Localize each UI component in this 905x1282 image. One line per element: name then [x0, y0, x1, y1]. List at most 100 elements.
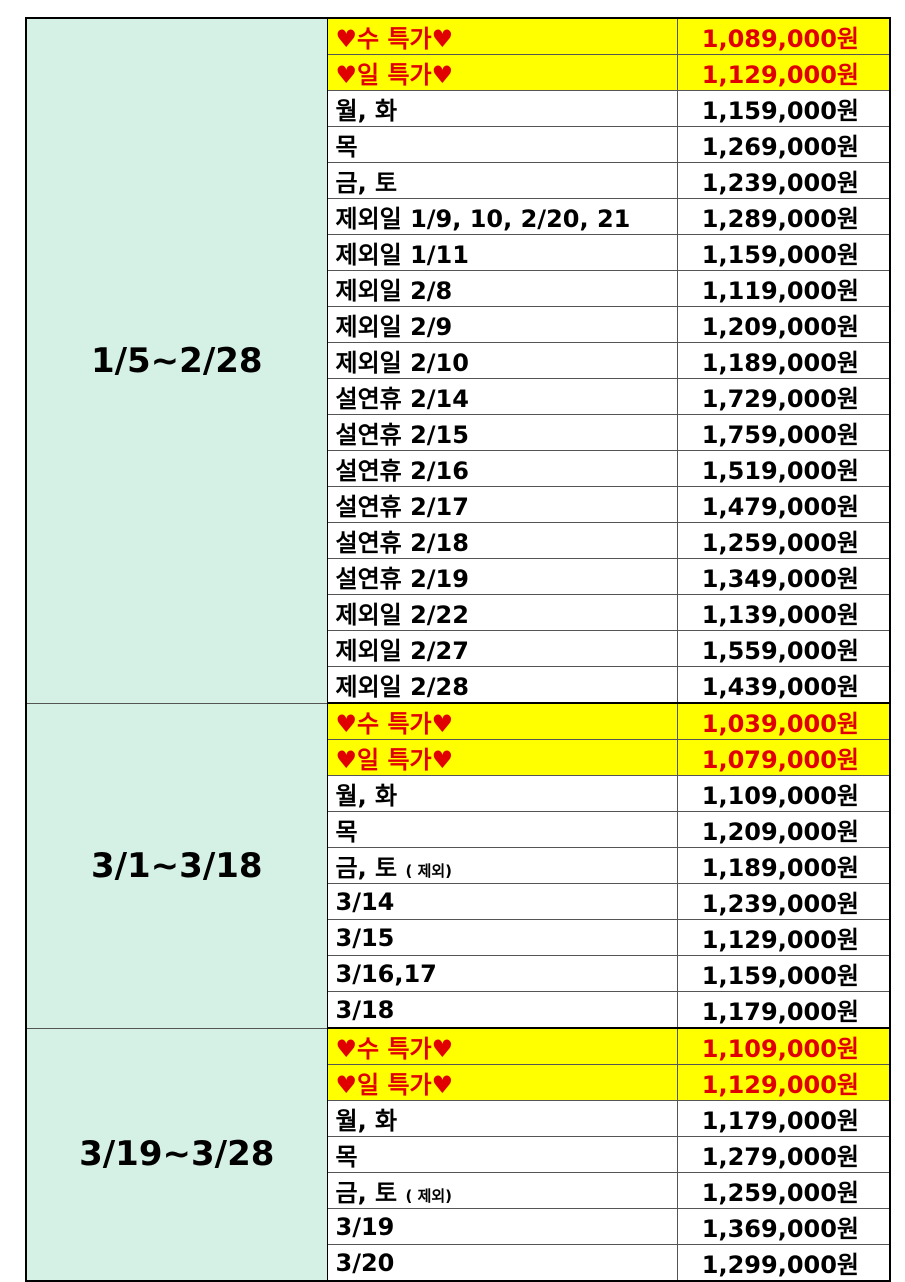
day-label: 설연휴 2/15 — [335, 421, 469, 449]
day-label-cell: ♥수 특가♥ — [326, 702, 678, 740]
day-label: 3/15 — [335, 923, 395, 952]
price-row: 3/20 1,299,000원 — [26, 1244, 891, 1282]
day-label-cell: 제외일 1/9, 10, 2/20, 21 — [326, 198, 678, 235]
price-cell: 1,209,000원 — [676, 811, 891, 848]
day-label: 설연휴 2/14 — [335, 385, 469, 413]
day-label-cell: 목 — [326, 1136, 678, 1173]
day-label: ♥일 특가♥ — [335, 1071, 454, 1099]
price-row: 3/18 1,179,000원 — [26, 991, 891, 1029]
price-row: 제외일 1/11 1,159,000원 — [26, 234, 891, 271]
price-cell: 1,179,000원 — [676, 1100, 891, 1137]
day-label: 월, 화 — [335, 1107, 398, 1135]
day-label-cell: 제외일 2/27 — [326, 630, 678, 667]
price-cell: 1,239,000원 — [676, 162, 891, 199]
day-label-cell: ♥수 특가♥ — [326, 17, 678, 55]
day-label-cell: 설연휴 2/19 — [326, 558, 678, 595]
price-row: 제외일 2/8 1,119,000원 — [26, 270, 891, 307]
day-label-cell: 3/15 — [326, 919, 678, 956]
price-cell: 1,189,000원 — [676, 847, 891, 884]
day-label-cell: 3/18 — [326, 991, 678, 1029]
price-row: 목 1,279,000원 — [26, 1136, 891, 1173]
price-cell: 1,129,000원 — [676, 919, 891, 956]
day-label: ♥일 특가♥ — [335, 61, 454, 89]
day-label-cell: 제외일 2/28 — [326, 666, 678, 704]
day-label: 제외일 1/9, 10, 2/20, 21 — [335, 205, 631, 233]
day-label: 제외일 2/8 — [335, 277, 453, 305]
price-cell: 1,559,000원 — [676, 630, 891, 667]
price-cell: 1,259,000원 — [676, 522, 891, 559]
price-row: 설연휴 2/14 1,729,000원 — [26, 378, 891, 415]
price-row: 3/19 1,369,000원 — [26, 1208, 891, 1245]
day-label: 목 — [335, 133, 358, 161]
day-label: 3/16,17 — [335, 959, 437, 988]
price-cell: 1,439,000원 — [676, 666, 891, 704]
price-cell: 1,179,000원 — [676, 991, 891, 1029]
day-label: 목 — [335, 818, 358, 846]
day-label: ♥수 특가♥ — [335, 1035, 454, 1063]
price-cell: 1,289,000원 — [676, 198, 891, 235]
price-row: 월, 화 1,109,000원 — [26, 775, 891, 812]
price-row: 설연휴 2/18 1,259,000원 — [26, 522, 891, 559]
day-label: 설연휴 2/16 — [335, 457, 469, 485]
day-label-note: ( 제외) — [405, 862, 453, 880]
day-label-cell: 금, 토 ( 제외) — [326, 1172, 678, 1209]
price-cell: 1,479,000원 — [676, 486, 891, 523]
day-label-cell: 3/19 — [326, 1208, 678, 1245]
price-cell: 1,039,000원 — [676, 702, 891, 740]
price-cell: 1,239,000원 — [676, 883, 891, 920]
price-cell: 1,079,000원 — [676, 739, 891, 776]
price-cell: 1,089,000원 — [676, 17, 891, 55]
day-label-cell: 설연휴 2/16 — [326, 450, 678, 487]
day-label-cell: 월, 화 — [326, 90, 678, 127]
price-row: 3/14 1,239,000원 — [26, 883, 891, 920]
day-label: 제외일 2/28 — [335, 673, 469, 701]
price-row: 설연휴 2/15 1,759,000원 — [26, 414, 891, 451]
price-cell: 1,349,000원 — [676, 558, 891, 595]
day-label-cell: 제외일 2/8 — [326, 270, 678, 307]
price-row: 목 1,269,000원 — [26, 126, 891, 163]
day-label: 제외일 2/27 — [335, 637, 469, 665]
price-cell: 1,369,000원 — [676, 1208, 891, 1245]
day-label: 설연휴 2/17 — [335, 493, 469, 521]
day-label-cell: 제외일 1/11 — [326, 234, 678, 271]
day-label-cell: ♥수 특가♥ — [326, 1027, 678, 1065]
day-label: 설연휴 2/19 — [335, 565, 469, 593]
price-cell: 1,269,000원 — [676, 126, 891, 163]
price-row: 제외일 2/28 1,439,000원 — [26, 666, 891, 704]
price-table: 1/5~2/28 ♥수 특가♥ 1,089,000원 ♥일 특가♥ 1,129,000원… — [25, 17, 891, 1282]
day-label-cell: 금, 토 ( 제외) — [326, 847, 678, 884]
price-row: 제외일 2/22 1,139,000원 — [26, 594, 891, 631]
special-price-row: ♥일 특가♥ 1,129,000원 — [26, 1064, 891, 1101]
day-label-cell: 제외일 2/10 — [326, 342, 678, 379]
price-table-body: 1/5~2/28 ♥수 특가♥ 1,089,000원 ♥일 특가♥ 1,129,000원… — [25, 17, 891, 1282]
price-cell: 1,159,000원 — [676, 90, 891, 127]
special-price-row: 3/1~3/18 ♥수 특가♥ 1,039,000원 — [25, 702, 891, 1029]
price-row: 설연휴 2/17 1,479,000원 — [26, 486, 891, 523]
price-cell: 1,139,000원 — [676, 594, 891, 631]
day-label-cell: 월, 화 — [326, 775, 678, 812]
period-cell: 3/1~3/18 — [25, 702, 328, 1029]
special-price-row: ♥일 특가♥ 1,129,000원 — [26, 54, 891, 91]
price-cell: 1,109,000원 — [676, 775, 891, 812]
day-label: ♥수 특가♥ — [335, 710, 454, 738]
day-label: 3/14 — [335, 887, 395, 916]
day-label: ♥수 특가♥ — [335, 25, 454, 53]
day-label-cell: 금, 토 — [326, 162, 678, 199]
day-label-cell: 3/14 — [326, 883, 678, 920]
price-row: 3/16,17 1,159,000원 — [26, 955, 891, 992]
price-cell: 1,189,000원 — [676, 342, 891, 379]
price-cell: 1,519,000원 — [676, 450, 891, 487]
day-label: 3/19 — [335, 1212, 395, 1241]
price-cell: 1,129,000원 — [676, 54, 891, 91]
day-label-cell: 목 — [326, 126, 678, 163]
day-label: 제외일 2/22 — [335, 601, 469, 629]
day-label-cell: 설연휴 2/15 — [326, 414, 678, 451]
price-row: 설연휴 2/19 1,349,000원 — [26, 558, 891, 595]
price-cell: 1,129,000원 — [676, 1064, 891, 1101]
period-cell: 3/19~3/28 — [25, 1027, 328, 1282]
day-label-cell: 설연휴 2/14 — [326, 378, 678, 415]
day-label-cell: 설연휴 2/17 — [326, 486, 678, 523]
day-label-cell: 목 — [326, 811, 678, 848]
day-label: 3/20 — [335, 1248, 395, 1277]
day-label: 금, 토 — [335, 1179, 398, 1207]
